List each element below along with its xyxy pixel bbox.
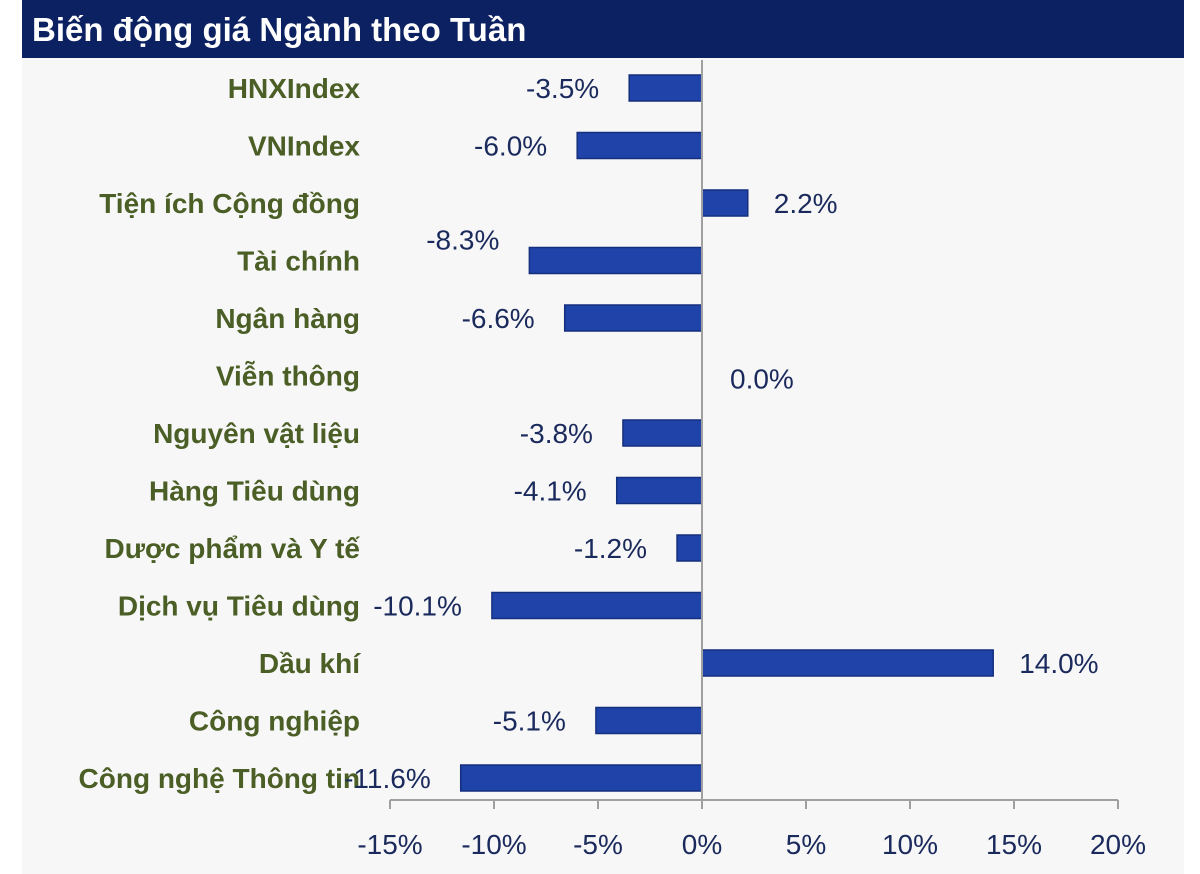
value-label: -3.8%	[520, 418, 593, 449]
bar	[676, 534, 703, 562]
category-label: Tiện ích Cộng đồng	[99, 188, 360, 219]
bar	[576, 131, 703, 160]
category-label: Nguyên vật liệu	[153, 418, 360, 449]
value-label: -11.6%	[344, 763, 431, 794]
value-label: -4.1%	[514, 476, 587, 507]
bar	[628, 74, 703, 102]
x-tick-label: 5%	[786, 829, 826, 860]
value-label: -3.5%	[526, 73, 599, 104]
x-tick-label: -10%	[461, 829, 526, 860]
chart-header	[22, 0, 1184, 58]
value-label: -8.3%	[426, 225, 499, 256]
bar	[459, 764, 703, 792]
value-label: -10.1%	[373, 591, 462, 622]
x-tick-label: 0%	[682, 829, 722, 860]
x-tick-label: 10%	[882, 829, 938, 860]
bar	[491, 591, 703, 620]
bar	[563, 304, 703, 332]
chart-title: Biến động giá Ngành theo Tuần	[32, 11, 527, 48]
x-tick-label: 15%	[986, 829, 1042, 860]
x-tick-label: -15%	[357, 829, 422, 860]
category-label: Công nghệ Thông tin	[79, 763, 360, 794]
x-tick-label: -5%	[573, 829, 623, 860]
category-label: Công nghiệp	[189, 706, 360, 737]
category-label: VNIndex	[248, 131, 360, 162]
x-tick-label: 20%	[1090, 829, 1146, 860]
bar	[701, 649, 994, 677]
bar	[701, 189, 749, 217]
category-label: Viễn thông	[216, 361, 360, 392]
bar	[528, 246, 703, 275]
category-label: HNXIndex	[228, 73, 361, 104]
category-label: Dược phẩm và Y tế	[105, 533, 361, 564]
category-label: Dịch vụ Tiêu dùng	[118, 591, 360, 622]
category-label: Dầu khí	[259, 648, 361, 679]
value-label: -5.1%	[493, 706, 566, 737]
bar	[622, 419, 703, 447]
value-label: -6.0%	[474, 131, 547, 162]
category-label: Tài chính	[237, 246, 360, 277]
value-label: 14.0%	[1019, 648, 1098, 679]
value-label: -6.6%	[462, 303, 535, 334]
value-label: 2.2%	[774, 188, 838, 219]
bar	[615, 476, 703, 505]
bar	[595, 706, 703, 735]
value-label: 0.0%	[730, 364, 794, 395]
category-label: Hàng Tiêu dùng	[149, 476, 360, 507]
category-label: Ngân hàng	[215, 303, 360, 334]
value-label: -1.2%	[574, 533, 647, 564]
